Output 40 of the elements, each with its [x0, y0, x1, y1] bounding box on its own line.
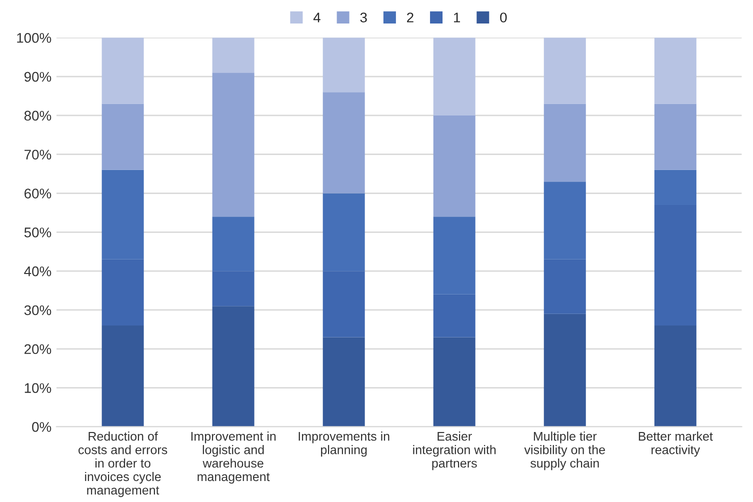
x-tick-label: Reduction of costs and errors in order to invoices cycle management — [78, 432, 168, 498]
y-tick-label: 90% — [24, 72, 52, 82]
bar — [654, 38, 696, 104]
bar — [322, 92, 365, 194]
bar — [322, 38, 365, 92]
y-tick-label: 60% — [24, 188, 52, 198]
bar — [433, 38, 476, 116]
legend-label: 4 — [313, 12, 320, 22]
bar — [212, 306, 254, 427]
bar — [654, 104, 696, 170]
legend-label: 1 — [454, 12, 460, 22]
bar — [654, 326, 696, 427]
bar — [433, 337, 476, 427]
y-tick-label: 30% — [24, 305, 52, 316]
bar — [544, 104, 586, 182]
y-tick-label: 70% — [24, 150, 52, 160]
bar — [102, 326, 144, 427]
bar — [544, 314, 586, 427]
y-tick-label: 40% — [24, 266, 52, 276]
x-tick-label: Better market reactivity — [638, 432, 713, 457]
y-tick-label: 80% — [24, 110, 52, 121]
bar — [433, 115, 476, 217]
y-tick-label: 0% — [32, 422, 52, 432]
y-tick-label: 50% — [24, 228, 52, 238]
y-tick-label: 20% — [24, 344, 52, 354]
bar — [212, 38, 254, 73]
y-tick-label: 100% — [17, 32, 52, 43]
bar — [102, 104, 144, 170]
y-tick-label: 10% — [24, 383, 52, 393]
bar — [544, 38, 586, 104]
x-tick-label: Easier integration with partners — [413, 432, 496, 470]
legend-label: 2 — [407, 12, 414, 22]
legend-label: 0 — [500, 12, 507, 22]
bar — [102, 38, 144, 104]
bar — [212, 72, 254, 217]
bar — [322, 337, 365, 427]
x-tick-label: Improvements in planning — [298, 432, 390, 457]
legend-label: 3 — [360, 12, 367, 22]
x-tick-label: Multiple tier visibility on the supply chain — [524, 432, 605, 470]
x-tick-label: Improvement in logistic and warehouse management — [191, 432, 276, 484]
